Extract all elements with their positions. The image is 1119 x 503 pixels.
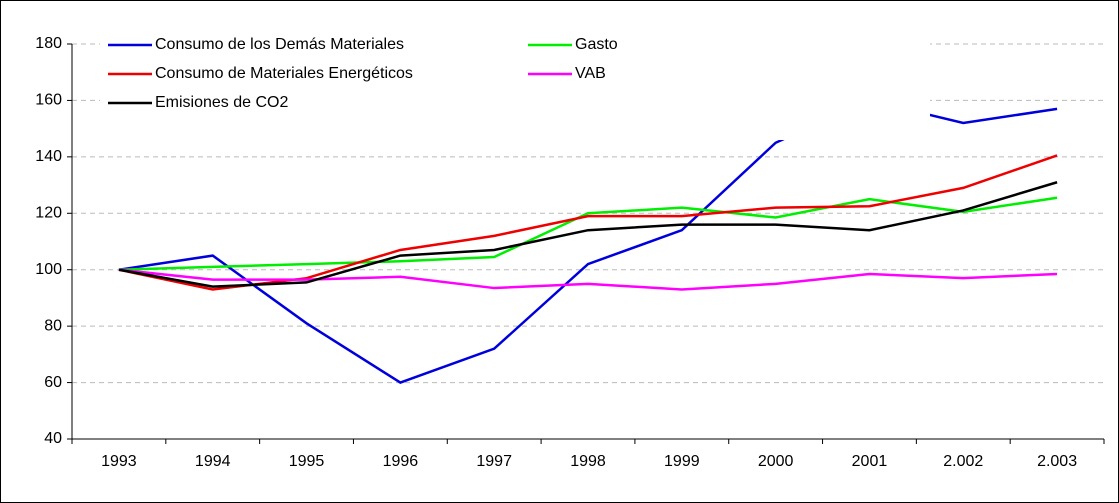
y-tick-label: 180 [35, 35, 62, 52]
legend-label: Consumo de los Demás Materiales [155, 36, 404, 53]
x-tick-label: 1999 [664, 453, 700, 470]
y-tick-label: 160 [35, 92, 62, 109]
series-line [118, 181, 1058, 288]
y-tick-label: 140 [35, 148, 62, 165]
legend-label: Consumo de Materiales Energéticos [155, 65, 413, 82]
x-tick-label: 1996 [383, 453, 419, 470]
x-tick-label: 1993 [101, 453, 137, 470]
y-tick-label: 60 [44, 374, 62, 391]
x-tick-label: 2.002 [943, 453, 983, 470]
legend-label: Gasto [575, 36, 618, 53]
x-tick-label: 1997 [476, 453, 512, 470]
x-tick-label: 2001 [852, 453, 888, 470]
series-line [118, 196, 1058, 271]
x-tick-label: 2.003 [1037, 453, 1077, 470]
legend-background [100, 30, 930, 140]
series-line [118, 154, 1058, 291]
legend-label: Emisiones de CO2 [155, 94, 288, 111]
x-tick-label: 1998 [570, 453, 606, 470]
x-tick-label: 2000 [758, 453, 794, 470]
legend: Consumo de los Demás Materiales Gasto Cons… [100, 30, 930, 140]
x-tick-label: 1995 [289, 453, 325, 470]
y-tick-label: 80 [44, 317, 62, 334]
y-tick-label: 100 [35, 261, 62, 278]
x-tick-label: 1994 [195, 453, 231, 470]
legend-label: VAB [575, 65, 606, 82]
y-tick-label: 120 [35, 205, 62, 222]
y-tick-label: 40 [44, 430, 62, 447]
series-line [118, 268, 1058, 291]
